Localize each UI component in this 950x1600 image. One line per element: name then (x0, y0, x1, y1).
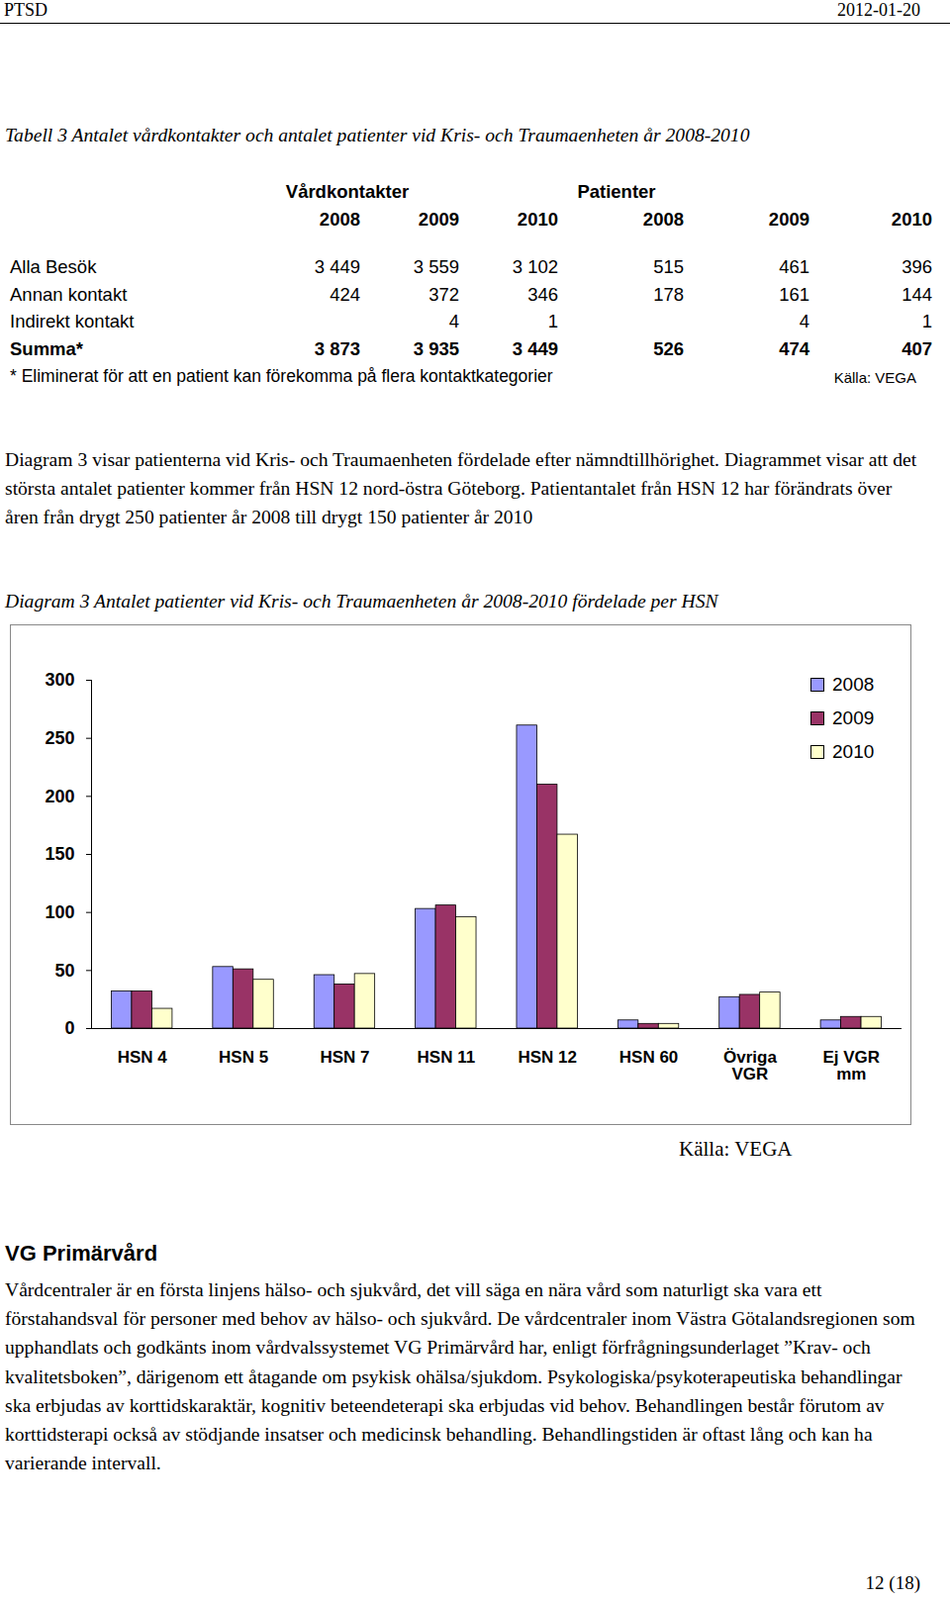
html-text:3 559: 3 559 (413, 256, 460, 278)
html-text:2010: 2010 (891, 208, 933, 230)
svg-text:HSN 4: HSN 4 (117, 1047, 169, 1067)
html-text:346: 346 (527, 284, 559, 305)
html-text:Vårdkontakter: Vårdkontakter (285, 181, 409, 202)
html-text:3 873: 3 873 (314, 338, 361, 360)
html-text:Källa: VEGA: Källa: VEGA (833, 369, 917, 386)
svg-text:300: 300 (44, 669, 75, 690)
html-text:407: 407 (901, 338, 933, 360)
html-text:396: 396 (901, 256, 933, 278)
html-text:424: 424 (329, 284, 361, 305)
svg-text:200: 200 (44, 786, 75, 807)
svg-text:HSN 11: HSN 11 (417, 1047, 476, 1067)
html-text:1: 1 (547, 310, 559, 332)
svg-text:250: 250 (44, 728, 75, 749)
svg-text:150: 150 (44, 844, 75, 864)
svg-text:HSN 7: HSN 7 (319, 1047, 370, 1067)
svg-text:0: 0 (64, 1018, 75, 1039)
html-text:Diagram 3 Antalet patienter vi: Diagram 3 Antalet patienter vid Kris- oc… (4, 590, 719, 612)
html-text:2008: 2008 (319, 208, 361, 230)
html-text:Tabell 3 Antalet vårdkontakter: Tabell 3 Antalet vårdkontakter och antal… (4, 124, 750, 146)
html-text:2009: 2009 (418, 208, 460, 230)
html-text:2008: 2008 (643, 208, 684, 230)
svg-text:HSN 60: HSN 60 (619, 1047, 679, 1067)
svg-text:HSN 12: HSN 12 (517, 1047, 577, 1067)
html-text:2012-01-20: 2012-01-20 (837, 0, 921, 20)
html-text:2010: 2010 (517, 208, 559, 230)
html-text:Patienter: Patienter (577, 181, 656, 202)
html-text:Summa*: Summa* (9, 338, 84, 360)
html-text:515: 515 (653, 256, 684, 278)
html-text:4: 4 (799, 310, 810, 332)
html-text:Annan kontakt: Annan kontakt (9, 284, 127, 305)
html-text:3 935: 3 935 (413, 338, 460, 360)
html-text:3 102: 3 102 (512, 256, 559, 278)
html-text:372: 372 (428, 284, 460, 305)
html-text:PTSD: PTSD (3, 0, 48, 20)
html-text:461: 461 (778, 256, 810, 278)
html-text:1: 1 (921, 310, 933, 332)
svg-text:HSN 5: HSN 5 (218, 1047, 269, 1067)
html-text:2009: 2009 (768, 208, 810, 230)
svg-text:100: 100 (44, 902, 75, 923)
html-text:* Eliminerat för att en patien: * Eliminerat för att en patient kan före… (9, 366, 553, 386)
html-text:144: 144 (901, 284, 933, 305)
html-text:4: 4 (448, 310, 460, 332)
html-text:12 (18): 12 (18) (865, 1572, 921, 1594)
html-text:178: 178 (653, 284, 684, 305)
html-text:2009: 2009 (832, 707, 875, 729)
html-text:Diagram 3 visar patienterna vi: Diagram 3 visar patienterna vid Kris- oc… (4, 449, 917, 528)
html-text:Indirekt kontakt: Indirekt kontakt (9, 310, 135, 332)
svg-text:Ej VGRmm: Ej VGRmm (823, 1047, 881, 1084)
html-text:Källa: VEGA: Källa: VEGA (678, 1137, 793, 1161)
html-text:474: 474 (778, 338, 810, 360)
html-text:3 449: 3 449 (314, 256, 361, 278)
html-text:2010: 2010 (832, 741, 875, 762)
svg-text:ÖvrigaVGR: ÖvrigaVGR (723, 1047, 777, 1084)
html-text:2008: 2008 (832, 673, 875, 695)
html-text:Vårdcentraler är en första lin: Vårdcentraler är en första linjens hälso… (4, 1279, 916, 1474)
html-text:3 449: 3 449 (512, 338, 559, 360)
html-text:Alla Besök: Alla Besök (9, 256, 97, 278)
svg-text:50: 50 (54, 960, 75, 981)
html-text:161: 161 (778, 284, 810, 305)
html-text:VG Primärvård: VG Primärvård (4, 1240, 158, 1266)
html-text:526: 526 (653, 338, 684, 360)
